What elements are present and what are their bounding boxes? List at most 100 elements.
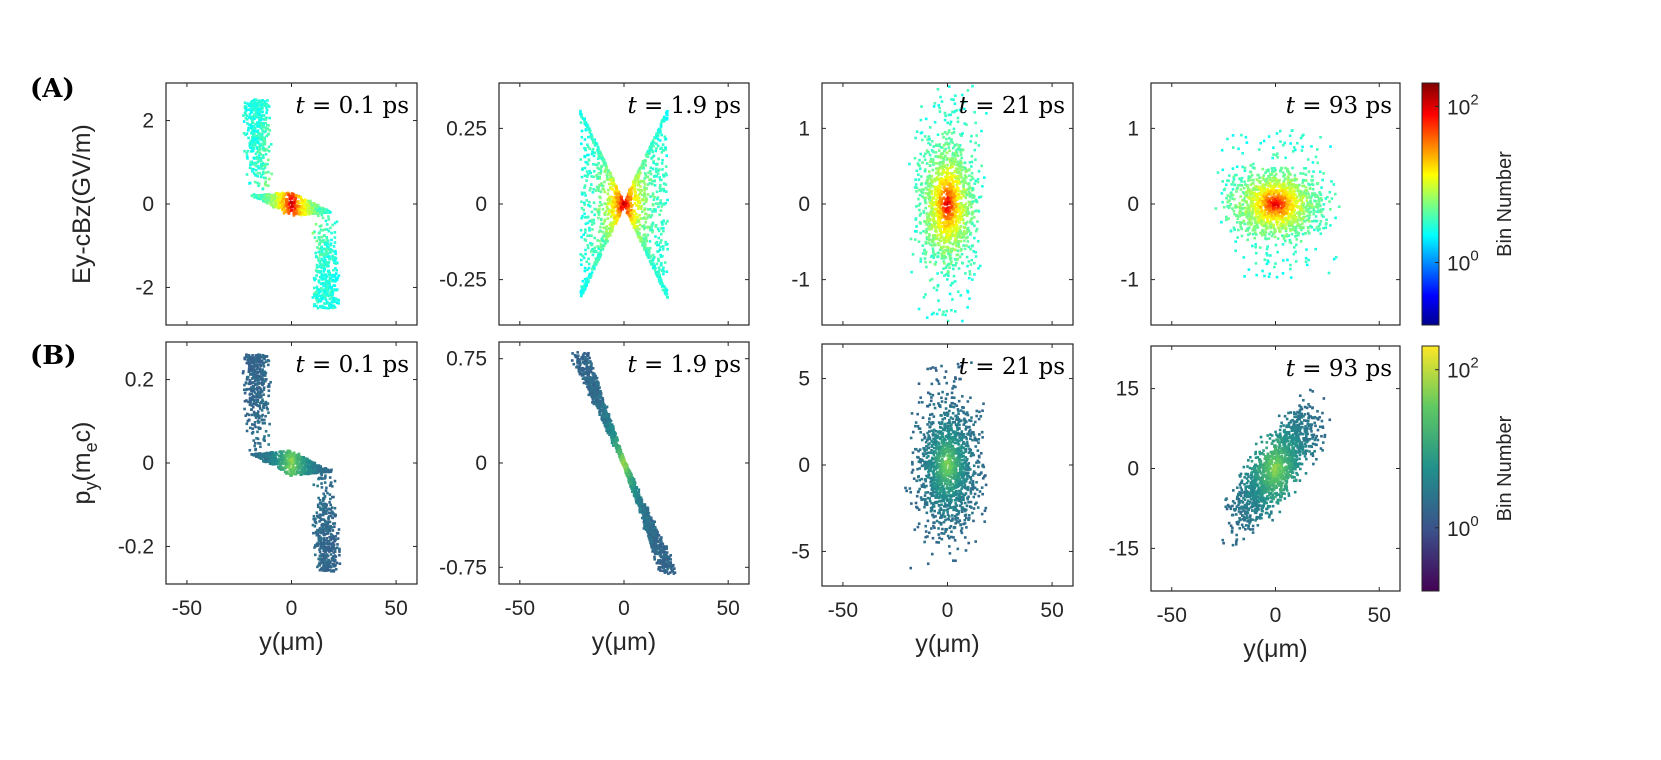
data-point [612,184,616,188]
data-point [596,166,599,170]
data-point [260,101,263,104]
data-point [655,197,659,201]
data-point [645,175,649,179]
data-point [653,268,657,272]
data-point [951,298,954,301]
data-point [945,137,948,141]
data-point [267,149,271,153]
data-point [1325,218,1328,222]
data-point [255,161,258,165]
data-point [612,208,615,212]
data-point [279,203,283,207]
data-point [307,212,311,216]
data-point [1227,199,1231,203]
data-point [596,188,600,192]
data-point [609,234,612,237]
data-point [608,209,611,213]
data-point [329,226,332,230]
data-point [586,145,590,149]
data-point [641,216,645,220]
data-point [649,178,653,181]
data-point [944,266,948,270]
data-point [938,192,941,195]
data-point [638,205,642,209]
data-point [1299,172,1302,175]
data-point [932,145,936,148]
data-point [289,195,292,198]
data-point [588,169,591,173]
data-point [328,292,331,295]
data-point [277,200,281,204]
data-point [659,209,663,212]
data-point [592,263,596,267]
data-point [254,163,257,167]
data-point [1231,167,1235,170]
data-point [318,294,321,298]
data-point [637,207,640,210]
data-point [590,250,593,253]
data-point [646,226,650,230]
data-point [616,213,620,216]
data-point [919,131,923,135]
data-point [1276,237,1280,240]
data-point [251,106,255,109]
data-point [947,142,951,145]
data-point [956,187,960,190]
data-point [328,210,332,214]
data-point [598,200,602,204]
data-point [602,234,605,238]
data-point [587,128,591,132]
data-point [600,237,604,240]
data-point [663,291,667,295]
data-point [659,124,663,127]
data-point [605,173,609,177]
data-point [599,167,603,170]
data-point [972,216,976,219]
data-point [630,208,634,212]
data-point [612,197,616,200]
data-point [630,192,634,195]
data-point [936,133,940,137]
data-point [314,223,318,226]
data-point [599,218,603,222]
data-point [649,172,653,176]
data-point [932,249,935,253]
data-point [943,118,947,122]
data-point [607,227,611,230]
data-point [974,198,978,202]
data-point [313,209,317,213]
data-point [325,285,329,288]
data-point [661,226,665,230]
data-point [944,208,948,211]
data-point [664,240,667,244]
data-point [607,201,610,204]
data-point [636,177,639,181]
data-point [326,228,329,231]
data-point [933,236,937,239]
data-point [260,197,264,200]
data-point [581,279,585,283]
data-point [586,221,590,225]
data-point [249,160,253,164]
data-point [967,200,971,204]
data-point [600,247,603,251]
data-point [932,196,936,200]
data-point [1267,237,1271,240]
data-point [601,239,604,243]
data-point [257,194,261,198]
data-point [324,253,328,257]
data-point [662,270,665,273]
data-point [920,182,923,186]
data-point [949,196,953,200]
data-point [924,182,928,185]
data-point [644,220,648,224]
data-point [957,193,960,196]
data-point [599,243,603,246]
data-point [1321,178,1324,182]
data-point [928,222,931,226]
data-point [603,180,606,184]
data-point [1242,186,1246,190]
data-point [252,129,256,133]
data-point [320,278,324,281]
data-point [331,223,335,227]
